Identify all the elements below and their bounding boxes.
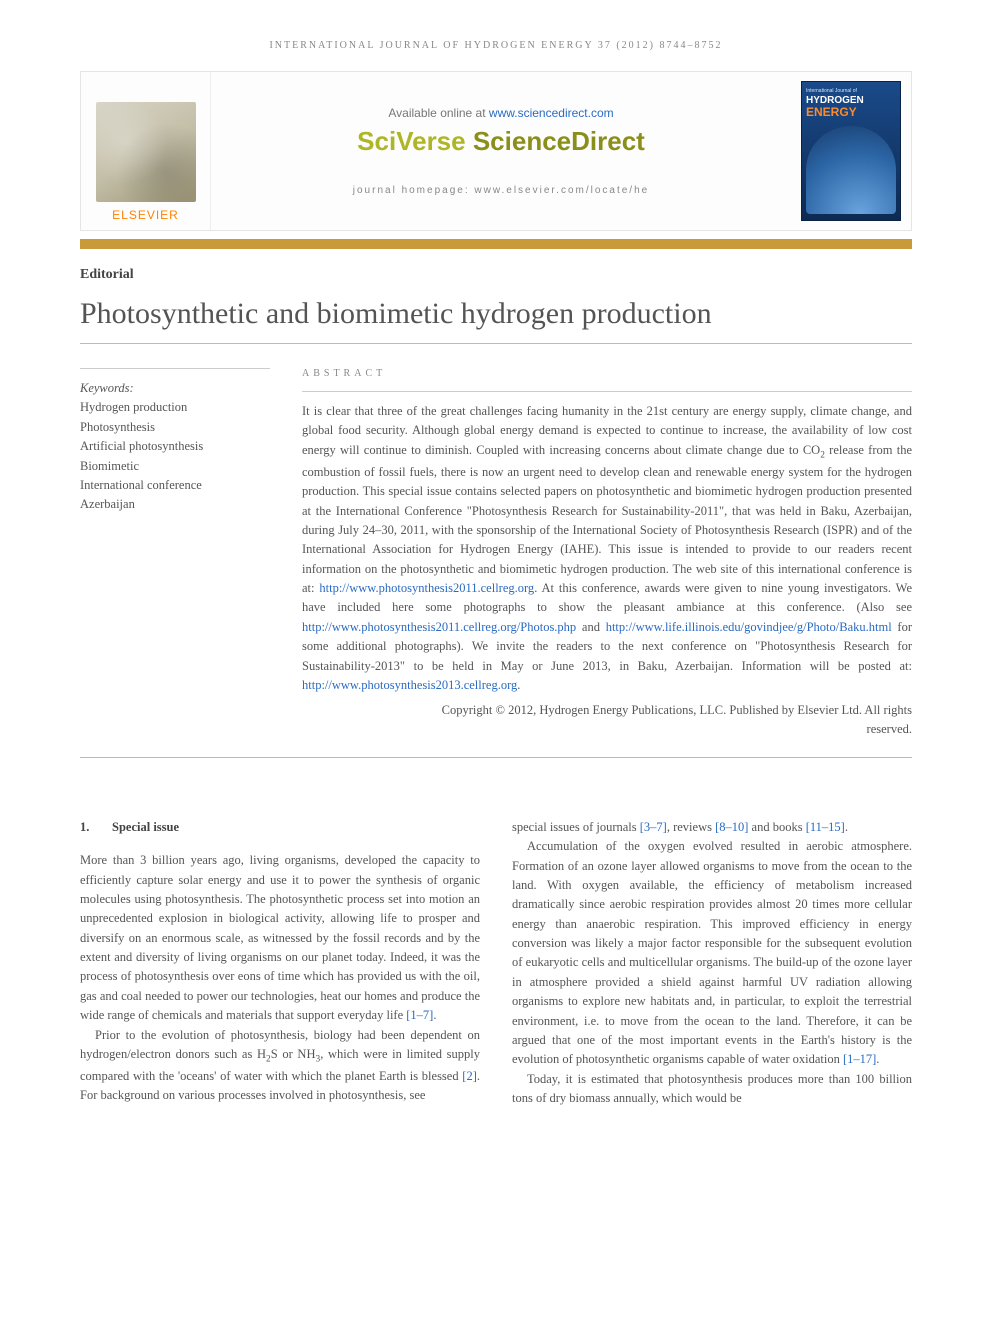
publisher-block: ELSEVIER (81, 72, 211, 230)
sciverse-logo: SciVerse ScienceDirect (357, 126, 645, 157)
section-heading-1: 1.Special issue (80, 818, 480, 837)
abstract-head: ABSTRACT (302, 368, 912, 379)
heading-txt: Special issue (112, 820, 179, 834)
journal-cover-thumb: International Journal of HYDROGEN ENERGY (801, 81, 901, 221)
copyright-line-2: reserved. (302, 720, 912, 739)
available-prefix: Available online at (388, 106, 489, 120)
article-title: Photosynthetic and biomimetic hydrogen p… (80, 297, 912, 331)
running-header: INTERNATIONAL JOURNAL OF HYDROGEN ENERGY… (80, 40, 912, 51)
abstract-text: It is clear that three of the great chal… (302, 391, 912, 739)
article-type: Editorial (80, 267, 912, 283)
journal-homepage: journal homepage: www.elsevier.com/locat… (353, 185, 649, 196)
p-span: . (845, 820, 848, 834)
heading-num: 1. (80, 818, 112, 837)
p-span: Accumulation of the oxygen evolved resul… (512, 839, 912, 1066)
elsevier-tree-icon (96, 102, 196, 202)
p-span: . (433, 1008, 436, 1022)
rule (80, 343, 912, 344)
keywords-head: Keywords: (80, 379, 270, 398)
keyword-item: Azerbaijan (80, 495, 270, 514)
masthead-right: International Journal of HYDROGEN ENERGY (791, 72, 911, 230)
body-col-left: 1.Special issue More than 3 billion year… (80, 818, 480, 1109)
keyword-item: Artificial photosynthesis (80, 437, 270, 456)
copyright-line-1: Copyright © 2012, Hydrogen Energy Public… (302, 701, 912, 720)
abs-span: release from the combustion of fossil fu… (302, 443, 912, 595)
masthead-center: Available online at www.sciencedirect.co… (211, 72, 791, 230)
sciverse-text-1: SciVerse (357, 126, 465, 156)
paragraph: Today, it is estimated that photosynthes… (512, 1070, 912, 1109)
gold-divider (80, 239, 912, 249)
citation-link[interactable]: [11–15] (806, 820, 845, 834)
keyword-item: International conference (80, 476, 270, 495)
paragraph: special issues of journals [3–7], review… (512, 818, 912, 837)
keyword-item: Hydrogen production (80, 398, 270, 417)
available-online: Available online at www.sciencedirect.co… (388, 106, 613, 120)
rule (80, 757, 912, 758)
p-span: and books (748, 820, 805, 834)
conf-link-2[interactable]: http://www.photosynthesis2011.cellreg.or… (302, 620, 576, 634)
citation-link[interactable]: [2] (462, 1069, 477, 1083)
p-span: special issues of journals (512, 820, 640, 834)
p-span: S or NH (271, 1047, 316, 1061)
citation-link[interactable]: [8–10] (715, 820, 748, 834)
conf-link-4[interactable]: http://www.photosynthesis2013.cellreg.or… (302, 678, 517, 692)
publisher-name: ELSEVIER (112, 208, 179, 222)
abs-span: and (576, 620, 606, 634)
keyword-item: Biomimetic (80, 457, 270, 476)
copyright: Copyright © 2012, Hydrogen Energy Public… (302, 701, 912, 739)
body-text: 1.Special issue More than 3 billion year… (80, 818, 912, 1109)
keyword-item: Photosynthesis (80, 418, 270, 437)
cover-smalltext: International Journal of (806, 88, 896, 94)
paragraph: More than 3 billion years ago, living or… (80, 851, 480, 1025)
sciverse-text-2: ScienceDirect (466, 126, 645, 156)
p-span: Today, it is estimated that photosynthes… (512, 1072, 912, 1105)
paragraph: Prior to the evolution of photosynthesis… (80, 1026, 480, 1106)
citation-link[interactable]: [1–17] (843, 1052, 876, 1066)
cover-energy: ENERGY (806, 106, 896, 118)
abs-span: . (517, 678, 520, 692)
p-span: , reviews (667, 820, 715, 834)
abs-span: It is clear that three of the great chal… (302, 404, 912, 457)
body-col-right: special issues of journals [3–7], review… (512, 818, 912, 1109)
p-span: More than 3 billion years ago, living or… (80, 853, 480, 1022)
citation-link[interactable]: [1–7] (406, 1008, 433, 1022)
conf-link-3[interactable]: http://www.life.illinois.edu/govindjee/g… (606, 620, 892, 634)
sciencedirect-link[interactable]: www.sciencedirect.com (489, 106, 614, 120)
citation-link[interactable]: [3–7] (640, 820, 667, 834)
keywords-block: Keywords: Hydrogen production Photosynth… (80, 368, 270, 739)
cover-art (806, 126, 896, 214)
paragraph: Accumulation of the oxygen evolved resul… (512, 837, 912, 1070)
abstract-block: ABSTRACT It is clear that three of the g… (302, 368, 912, 739)
conf-link-1[interactable]: http://www.photosynthesis2011.cellreg.or… (319, 581, 534, 595)
masthead: ELSEVIER Available online at www.science… (80, 71, 912, 231)
p-span: . (876, 1052, 879, 1066)
